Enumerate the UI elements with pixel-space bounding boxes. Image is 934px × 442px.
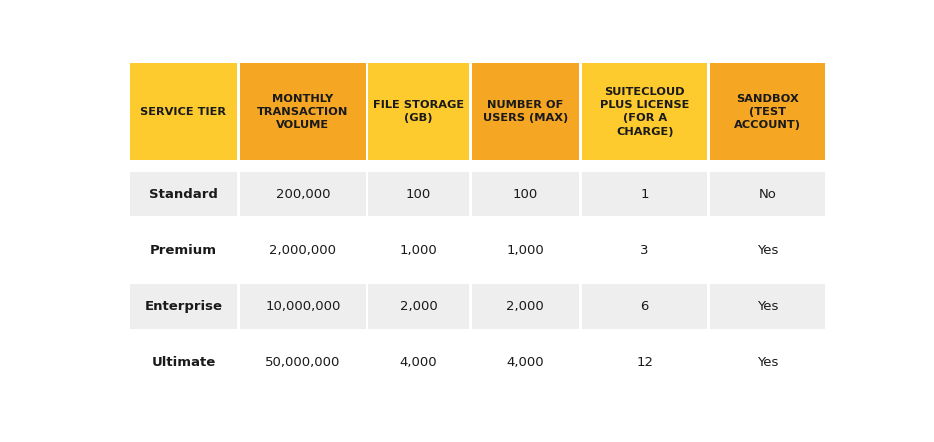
Text: 6: 6 <box>641 300 649 313</box>
FancyBboxPatch shape <box>472 172 579 217</box>
Text: No: No <box>758 188 776 201</box>
Text: 50,000,000: 50,000,000 <box>265 356 341 369</box>
Text: Enterprise: Enterprise <box>145 300 222 313</box>
FancyBboxPatch shape <box>368 172 469 217</box>
Text: 100: 100 <box>406 188 432 201</box>
FancyBboxPatch shape <box>130 63 237 160</box>
Text: 1,000: 1,000 <box>506 244 545 257</box>
Text: SANDBOX
(TEST
ACCOUNT): SANDBOX (TEST ACCOUNT) <box>734 94 801 130</box>
Text: MONTHLY
TRANSACTION
VOLUME: MONTHLY TRANSACTION VOLUME <box>257 94 348 130</box>
Text: FILE STORAGE
(GB): FILE STORAGE (GB) <box>373 100 464 123</box>
Text: Yes: Yes <box>757 300 778 313</box>
Text: 1: 1 <box>641 188 649 201</box>
Text: SUITECLOUD
PLUS LICENSE
(FOR A
CHARGE): SUITECLOUD PLUS LICENSE (FOR A CHARGE) <box>600 87 689 137</box>
Text: SERVICE TIER: SERVICE TIER <box>140 107 226 117</box>
FancyBboxPatch shape <box>240 285 365 329</box>
Text: 2,000,000: 2,000,000 <box>269 244 336 257</box>
FancyBboxPatch shape <box>130 172 237 217</box>
Text: Premium: Premium <box>150 244 217 257</box>
FancyBboxPatch shape <box>368 63 469 160</box>
Text: Yes: Yes <box>757 244 778 257</box>
Text: 100: 100 <box>513 188 538 201</box>
FancyBboxPatch shape <box>711 63 825 160</box>
Text: 2,000: 2,000 <box>506 300 545 313</box>
FancyBboxPatch shape <box>368 285 469 329</box>
FancyBboxPatch shape <box>711 285 825 329</box>
Text: 200,000: 200,000 <box>276 188 330 201</box>
Text: 12: 12 <box>636 356 653 369</box>
Text: Ultimate: Ultimate <box>151 356 216 369</box>
FancyBboxPatch shape <box>240 172 365 217</box>
Text: 4,000: 4,000 <box>400 356 437 369</box>
Text: Standard: Standard <box>149 188 218 201</box>
FancyBboxPatch shape <box>582 285 707 329</box>
Text: 2,000: 2,000 <box>400 300 437 313</box>
Text: NUMBER OF
USERS (MAX): NUMBER OF USERS (MAX) <box>483 100 568 123</box>
Text: 1,000: 1,000 <box>400 244 437 257</box>
FancyBboxPatch shape <box>240 63 365 160</box>
FancyBboxPatch shape <box>472 63 579 160</box>
FancyBboxPatch shape <box>130 285 237 329</box>
Text: 10,000,000: 10,000,000 <box>265 300 341 313</box>
Text: 4,000: 4,000 <box>506 356 545 369</box>
FancyBboxPatch shape <box>582 63 707 160</box>
FancyBboxPatch shape <box>711 172 825 217</box>
Text: Yes: Yes <box>757 356 778 369</box>
FancyBboxPatch shape <box>472 285 579 329</box>
FancyBboxPatch shape <box>582 172 707 217</box>
Text: 3: 3 <box>641 244 649 257</box>
